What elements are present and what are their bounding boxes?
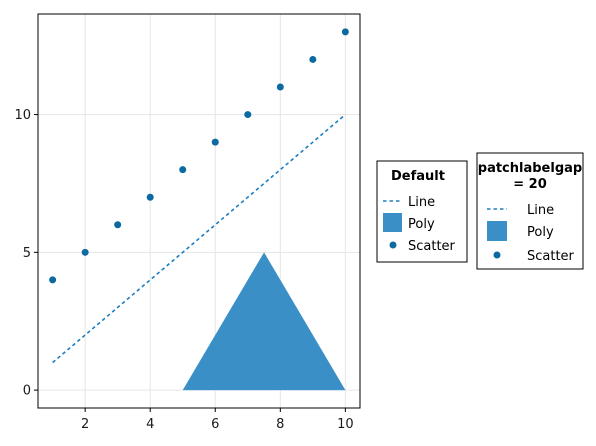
legend-patchlabelgap: patchlabelgap = 20 Line Poly Scatter — [476, 152, 584, 270]
plot-frame — [37, 13, 361, 409]
legend-patchlabelgap-title-line2: = 20 — [513, 177, 547, 192]
plot-area — [49, 28, 349, 391]
scatter-point — [49, 276, 57, 284]
scatter-point — [341, 28, 349, 36]
x-axis: 2 4 6 8 10 — [81, 408, 354, 432]
legend-default: Default Line Poly Scatter — [376, 160, 468, 263]
scatter-point — [114, 221, 122, 229]
legend-default-poly-label: Poly — [408, 217, 435, 232]
x-tick-label: 10 — [337, 417, 354, 432]
scatter-point — [211, 138, 219, 146]
y-axis: 0 5 10 — [14, 108, 38, 399]
legend-patchlabelgap-poly-swatch — [487, 221, 507, 241]
legend-default-scatter-label: Scatter — [408, 239, 456, 254]
legend-patchlabelgap-scatter-label: Scatter — [527, 249, 575, 264]
y-tick-label: 5 — [23, 246, 31, 261]
legend-patchlabelgap-frame — [476, 152, 584, 270]
scatter-point — [276, 83, 284, 91]
legend-patchlabelgap-line-label: Line — [527, 203, 554, 218]
y-tick-label: 0 — [23, 384, 31, 399]
scatter-point — [309, 55, 317, 63]
legend-default-line-label: Line — [408, 195, 435, 210]
x-tick-label: 6 — [211, 417, 219, 432]
legend-patchlabelgap-poly-label: Poly — [527, 225, 554, 240]
legend-default-poly-swatch — [383, 213, 402, 232]
line-series — [52, 113, 346, 364]
x-tick-label: 2 — [81, 417, 89, 432]
legend-default-scatter-swatch — [389, 241, 397, 249]
scatter-point — [81, 248, 89, 256]
legend-patchlabelgap-scatter-swatch — [493, 251, 501, 259]
scatter-point — [244, 111, 252, 119]
legend-default-title: Default — [391, 169, 445, 184]
x-tick-label: 4 — [146, 417, 154, 432]
legend-patchlabelgap-title-line1: patchlabelgap — [478, 161, 582, 176]
y-tick-label: 10 — [14, 108, 31, 123]
poly-series — [182, 252, 346, 391]
scatter-point — [179, 166, 187, 174]
x-tick-label: 8 — [276, 417, 284, 432]
scatter-point — [146, 193, 154, 201]
